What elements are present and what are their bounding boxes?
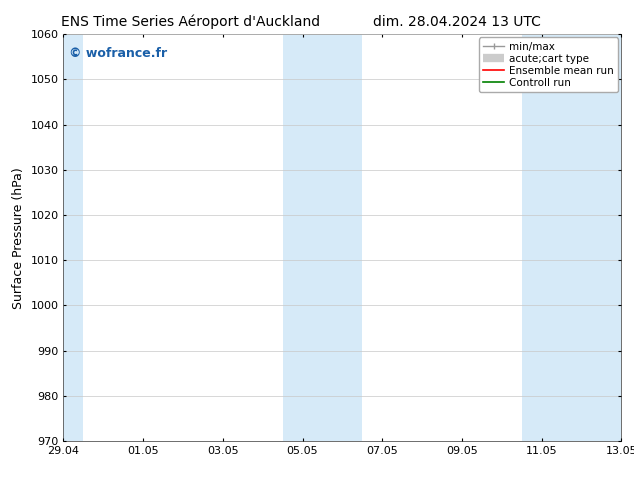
Text: © wofrance.fr: © wofrance.fr	[69, 47, 167, 59]
Legend: min/max, acute;cart type, Ensemble mean run, Controll run: min/max, acute;cart type, Ensemble mean …	[479, 37, 618, 92]
Y-axis label: Surface Pressure (hPa): Surface Pressure (hPa)	[12, 167, 25, 309]
Bar	[283, 34, 362, 441]
Text: ENS Time Series Aéroport d'Auckland: ENS Time Series Aéroport d'Auckland	[61, 15, 320, 29]
Bar	[522, 34, 634, 441]
Text: dim. 28.04.2024 13 UTC: dim. 28.04.2024 13 UTC	[373, 15, 540, 29]
Bar	[44, 34, 83, 441]
